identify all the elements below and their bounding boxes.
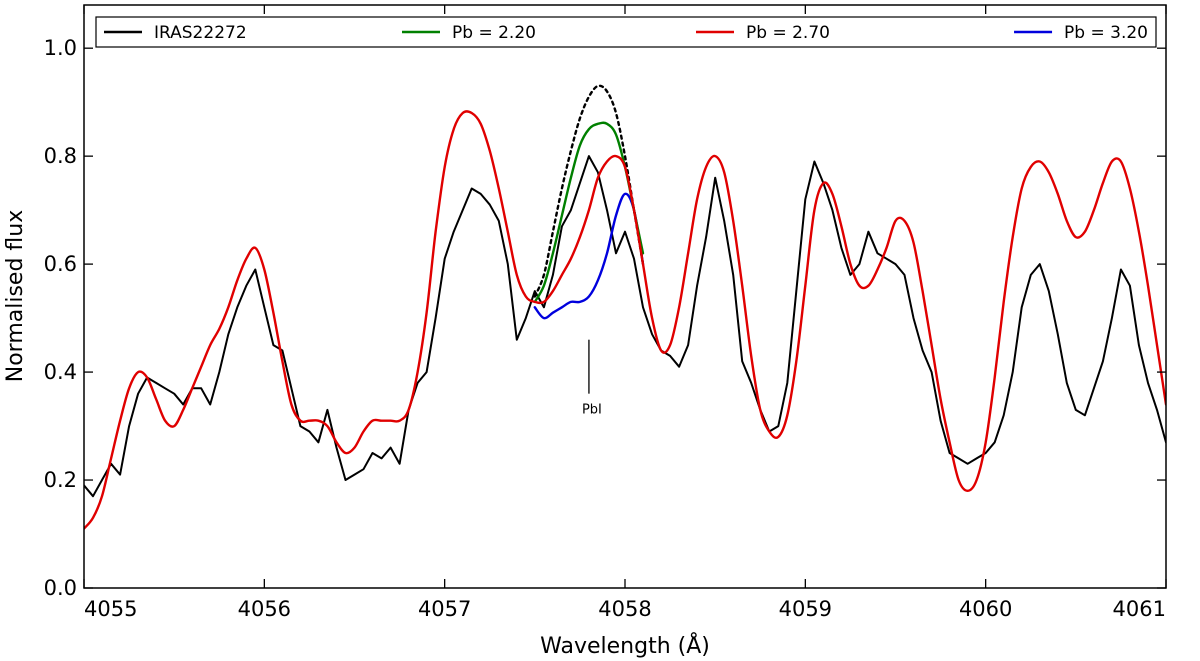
plot-frame xyxy=(83,4,1167,589)
series-layer xyxy=(84,84,1166,530)
x-tick-label: 4061 xyxy=(1113,597,1166,621)
x-tick-label: 4055 xyxy=(84,597,137,621)
legend: IRAS22272 Pb = 2.20 Pb = 2.70 Pb = 3.20 xyxy=(95,16,1157,48)
x-tick-label: 4059 xyxy=(779,597,832,621)
series-line-pb-3-20 xyxy=(533,192,645,320)
x-tick-label: 4060 xyxy=(959,597,1012,621)
series-line-reference-dotted xyxy=(533,84,645,298)
legend-label-pb-3-20: Pb = 3.20 xyxy=(1064,23,1148,43)
axis-layer: 4055 4056 4057 4058 4059 4060 4061 0.0 0.2 0.4 0.6… xyxy=(44,5,1167,621)
x-axis-title: Wavelength (Å) xyxy=(540,632,710,659)
legend-label-pb-2-20: Pb = 2.20 xyxy=(452,23,536,43)
pbi-marker-label: PbI xyxy=(582,403,602,418)
x-tick-label: 4058 xyxy=(598,597,651,621)
legend-label-iras22272: IRAS22272 xyxy=(154,23,247,43)
y-tick-label: 1.0 xyxy=(44,36,77,60)
y-tick-label: 0.2 xyxy=(44,468,77,492)
x-tick-label: 4057 xyxy=(418,597,471,621)
series-line-iras22272 xyxy=(84,155,1166,498)
y-tick-label: 0.0 xyxy=(44,576,77,600)
y-tick-label: 0.8 xyxy=(44,144,77,168)
annotation-layer: PbI xyxy=(582,339,602,418)
y-axis-title: Normalised flux xyxy=(3,210,28,383)
series-line-pb-2-70 xyxy=(84,110,1166,530)
x-tick-label: 4056 xyxy=(238,597,291,621)
legend-box xyxy=(95,16,1157,48)
legend-label-pb-2-70: Pb = 2.70 xyxy=(746,23,830,43)
y-tick-label: 0.4 xyxy=(44,360,77,384)
y-tick-label: 0.6 xyxy=(44,252,77,276)
plot-area xyxy=(84,5,1166,588)
